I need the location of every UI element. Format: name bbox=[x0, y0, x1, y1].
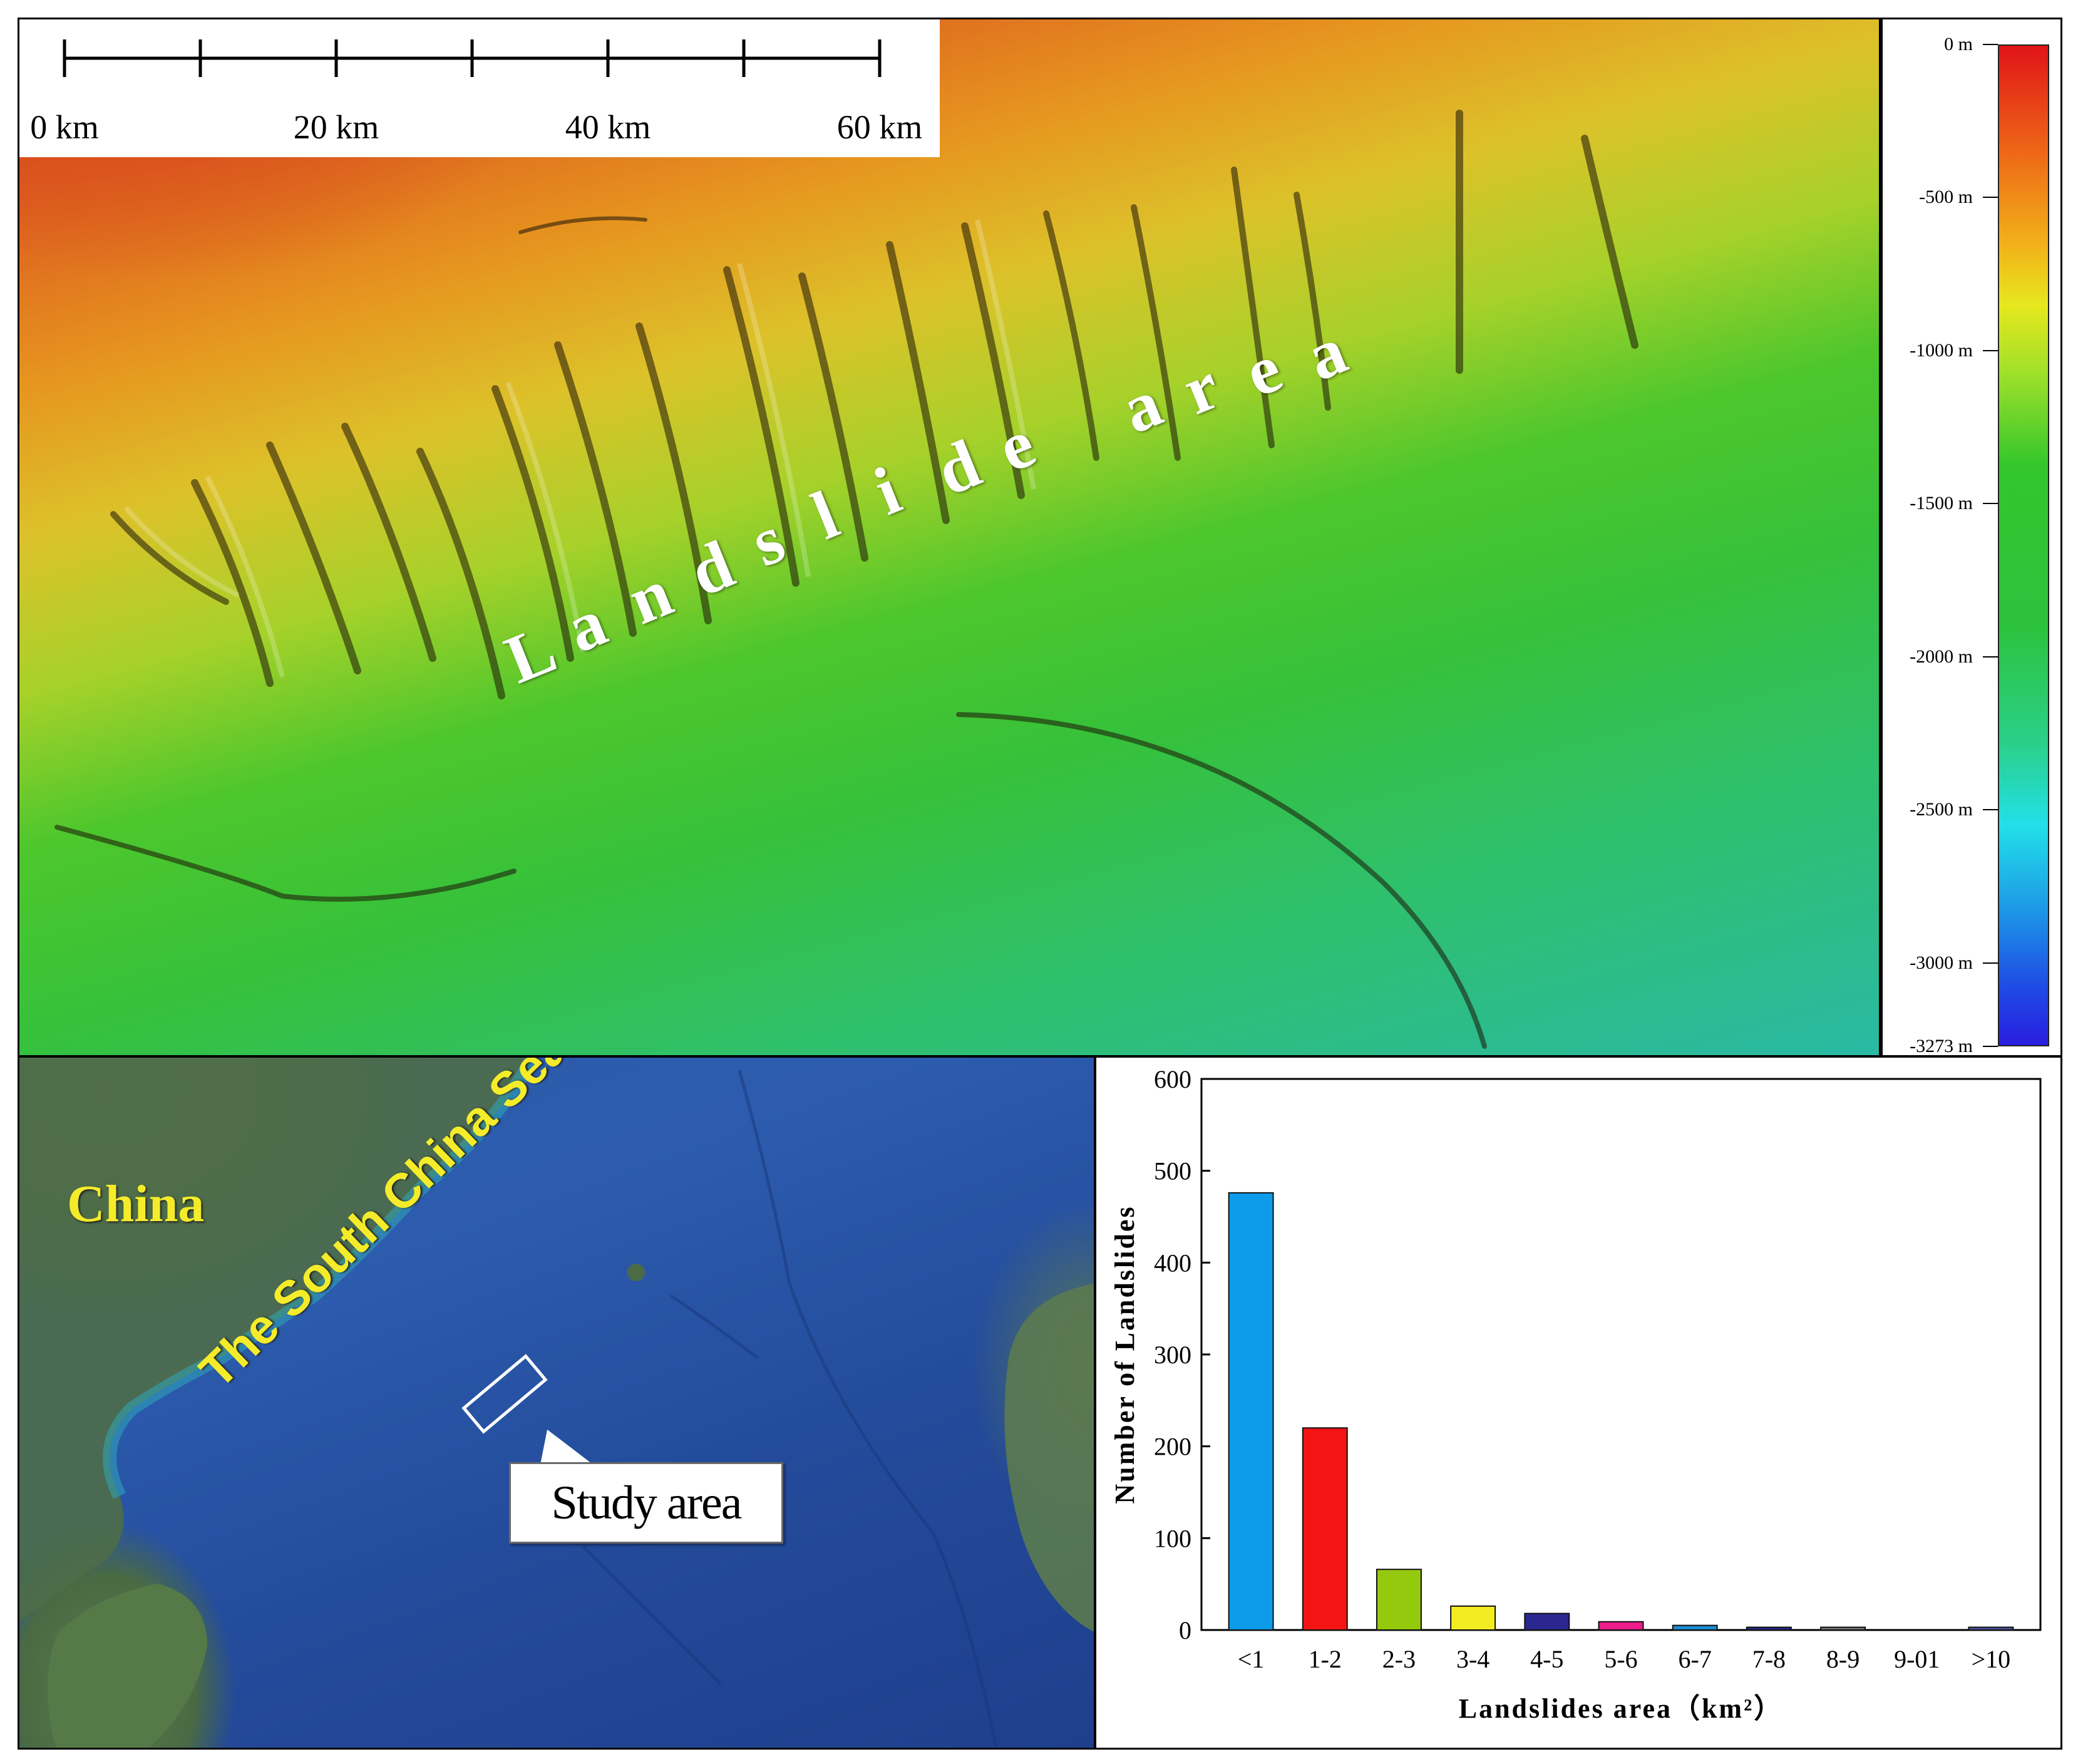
colorbar-label: -3273 m bbox=[1910, 1036, 1973, 1056]
x-tick-label: 4-5 bbox=[1530, 1645, 1563, 1673]
colorbar-tick bbox=[1983, 1046, 1998, 1047]
bar-7 bbox=[1746, 1626, 1792, 1631]
bar-8 bbox=[1820, 1626, 1866, 1631]
location-map: China The South China Sea Study area bbox=[18, 1056, 1096, 1750]
y-tick-label: 100 bbox=[1154, 1524, 1191, 1552]
colorbar-tick bbox=[1983, 197, 1998, 199]
scale-label-60: 60 km bbox=[837, 108, 923, 146]
x-tick-label: 1-2 bbox=[1309, 1645, 1342, 1673]
colorbar-label: -2500 m bbox=[1910, 799, 1973, 820]
colorbar-label: 0 m bbox=[1944, 34, 1973, 54]
bar-2 bbox=[1376, 1569, 1422, 1631]
china-label: China bbox=[67, 1175, 205, 1233]
colorbar-label: -1000 m bbox=[1910, 339, 1973, 361]
bar-3 bbox=[1450, 1605, 1496, 1631]
histogram-svg: 0 100 200 300 400 500 600 <1 1-2 2-3 3-4 4-5 5-6 6-7… bbox=[1109, 1065, 2042, 1724]
x-tick-label: 8-9 bbox=[1826, 1645, 1859, 1673]
colorbar-label: -2000 m bbox=[1910, 646, 1973, 667]
x-axis-title: Landslides area（km²） bbox=[1459, 1693, 1784, 1724]
bar-1 bbox=[1302, 1427, 1348, 1631]
depth-colorbar: 0 m -500 m -1000 m -1500 m -2000 m -2500 m -30… bbox=[1881, 18, 2062, 1057]
colorbar-tick bbox=[1983, 503, 1998, 505]
x-tick-label: 7-8 bbox=[1752, 1645, 1786, 1673]
colorbar-label: -1500 m bbox=[1910, 493, 1973, 514]
coastline bbox=[19, 1058, 1094, 1748]
colorbar-gradient bbox=[1998, 44, 2049, 1046]
study-area-callout: Study area bbox=[509, 1462, 783, 1544]
colorbar-tick bbox=[1983, 656, 1998, 658]
x-tick-label: >10 bbox=[1972, 1645, 2011, 1673]
y-tick-label: 300 bbox=[1154, 1341, 1191, 1369]
bar-5 bbox=[1598, 1621, 1644, 1631]
landslide-area-histogram: 0 100 200 300 400 500 600 <1 1-2 2-3 3-4 4-5 5-6 6-7… bbox=[1094, 1056, 2062, 1750]
y-tick-label: 200 bbox=[1154, 1433, 1191, 1461]
x-tick-label: 5-6 bbox=[1604, 1645, 1637, 1673]
bathymetry-relief bbox=[54, 110, 1638, 1049]
colorbar-tick bbox=[1983, 962, 1998, 964]
x-tick-label: 9-01 bbox=[1894, 1645, 1940, 1673]
y-tick-label: 0 bbox=[1179, 1616, 1191, 1644]
bar-0 bbox=[1228, 1192, 1274, 1631]
bar-4 bbox=[1524, 1612, 1570, 1631]
scale-bar: 0 km 20 km 40 km 60 km bbox=[19, 19, 940, 157]
y-axis-title: Number of Landslides bbox=[1109, 1205, 1140, 1504]
colorbar-label: -500 m bbox=[1919, 187, 1973, 208]
x-tick-label: 6-7 bbox=[1679, 1645, 1712, 1673]
scale-label-40: 40 km bbox=[565, 108, 651, 146]
colorbar-tick bbox=[1983, 349, 1998, 351]
y-tick-label: 500 bbox=[1154, 1157, 1191, 1185]
scale-bar-graphic: 0 km 20 km 40 km 60 km bbox=[30, 39, 923, 146]
colorbar-tick bbox=[1983, 809, 1998, 811]
scale-label-20: 20 km bbox=[294, 108, 379, 146]
x-tick-label: 2-3 bbox=[1382, 1645, 1416, 1673]
scale-label-0: 0 km bbox=[30, 108, 99, 146]
y-tick-label: 400 bbox=[1154, 1249, 1191, 1277]
colorbar-tick bbox=[1983, 44, 1998, 45]
x-tick-label: 3-4 bbox=[1456, 1645, 1489, 1673]
x-tick-label: <1 bbox=[1238, 1645, 1265, 1673]
colorbar-label: -3000 m bbox=[1910, 952, 1973, 973]
y-tick-label: 600 bbox=[1154, 1065, 1191, 1093]
bar-10 bbox=[1968, 1626, 2014, 1631]
bar-6 bbox=[1672, 1624, 1718, 1631]
